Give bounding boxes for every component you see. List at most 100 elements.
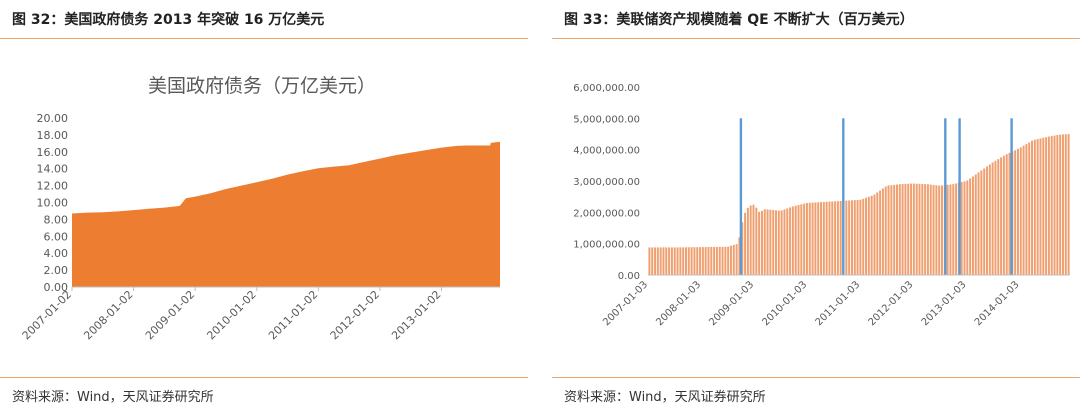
asset-bar bbox=[693, 247, 696, 275]
asset-bar bbox=[1005, 154, 1008, 275]
asset-bar bbox=[696, 247, 699, 275]
asset-bar bbox=[836, 201, 839, 275]
asset-bar bbox=[921, 183, 924, 275]
asset-bar bbox=[685, 247, 687, 275]
y-tick-label: 5,000,000.00 bbox=[573, 114, 640, 125]
asset-bar bbox=[867, 196, 870, 275]
asset-bar bbox=[670, 247, 673, 275]
asset-bar bbox=[805, 203, 808, 275]
y-tick-label: 3,000,000.00 bbox=[573, 177, 640, 188]
asset-bar bbox=[865, 197, 868, 275]
asset-bar bbox=[994, 160, 997, 275]
asset-bar bbox=[873, 194, 876, 275]
asset-bar bbox=[713, 246, 716, 275]
asset-bar bbox=[665, 247, 668, 275]
asset-bar bbox=[915, 183, 918, 275]
asset-bar bbox=[1028, 142, 1031, 275]
qe-marker-bar bbox=[958, 118, 961, 275]
asset-bar bbox=[890, 185, 893, 275]
asset-bar bbox=[977, 172, 980, 275]
asset-bar bbox=[884, 186, 887, 275]
asset-bar bbox=[656, 247, 659, 275]
asset-bar bbox=[654, 247, 657, 275]
y-tick-label: 2.00 bbox=[44, 264, 69, 277]
y-tick-label: 16.00 bbox=[37, 146, 69, 159]
asset-bar bbox=[822, 201, 825, 275]
asset-bar bbox=[651, 247, 654, 275]
asset-bar bbox=[811, 202, 814, 275]
asset-bar bbox=[730, 245, 732, 275]
asset-bar bbox=[682, 247, 685, 275]
asset-bar bbox=[870, 195, 873, 275]
asset-bar bbox=[690, 247, 693, 275]
asset-bar bbox=[862, 198, 865, 275]
asset-bar bbox=[938, 185, 941, 275]
x-tick-label: 2011-01-03 bbox=[814, 279, 863, 328]
asset-bar bbox=[924, 184, 927, 275]
y-tick-label: 8.00 bbox=[44, 213, 69, 226]
y-tick-label: 6.00 bbox=[44, 230, 69, 243]
title-divider bbox=[552, 38, 1080, 39]
asset-bar bbox=[963, 181, 966, 275]
debt-area-chart: 美国政府债务（万亿美元） 0.00 2.00 4.00 6.00 8.00 10.00 12… bbox=[20, 75, 500, 342]
asset-bar bbox=[701, 247, 704, 275]
asset-bar bbox=[1050, 136, 1053, 275]
asset-bar bbox=[1064, 134, 1067, 275]
asset-bar bbox=[910, 183, 913, 275]
asset-bar bbox=[1067, 134, 1070, 275]
asset-bar bbox=[1025, 144, 1028, 275]
x-tick-label: 2013-01-02 bbox=[389, 288, 443, 342]
asset-bar bbox=[1059, 134, 1062, 275]
asset-bar bbox=[1008, 152, 1011, 275]
asset-bar bbox=[1042, 137, 1045, 275]
asset-bar bbox=[710, 246, 713, 275]
x-tick-label: 2009-01-02 bbox=[143, 288, 197, 342]
asset-bar bbox=[845, 200, 848, 275]
asset-bar bbox=[1036, 139, 1039, 275]
asset-bar bbox=[758, 211, 761, 275]
y-tick-label: 1,000,000.00 bbox=[573, 240, 640, 251]
asset-bar bbox=[808, 202, 811, 275]
asset-bar bbox=[850, 200, 853, 275]
asset-bar bbox=[727, 246, 730, 275]
x-tick-label: 2010-01-02 bbox=[204, 288, 258, 342]
qe-marker-bar bbox=[739, 118, 743, 275]
asset-bar bbox=[749, 205, 752, 275]
asset-bar bbox=[971, 176, 974, 275]
x-tick-label: 2007-01-02 bbox=[20, 288, 74, 342]
asset-bar bbox=[988, 164, 991, 275]
asset-bar bbox=[907, 183, 910, 275]
asset-bar bbox=[834, 201, 837, 275]
asset-bar bbox=[929, 184, 932, 275]
asset-bar bbox=[741, 222, 744, 275]
y-tick-label: 4.00 bbox=[44, 247, 69, 260]
asset-bar bbox=[817, 202, 820, 275]
figure-32-panel: 图 32：美国政府债务 2013 年突破 16 万亿美元 美国政府债务（万亿美元… bbox=[0, 0, 528, 415]
asset-bar bbox=[949, 184, 952, 275]
asset-bar bbox=[828, 201, 831, 275]
title-divider bbox=[0, 38, 528, 39]
x-tick-label: 2007-01-03 bbox=[601, 279, 650, 328]
asset-bar bbox=[704, 247, 707, 275]
asset-bar bbox=[966, 180, 969, 275]
asset-bar bbox=[1033, 139, 1036, 275]
asset-bar bbox=[1039, 138, 1042, 275]
asset-bar bbox=[724, 246, 727, 275]
y-tick-label: 12.00 bbox=[37, 180, 69, 193]
asset-bar bbox=[673, 247, 676, 275]
asset-bar bbox=[983, 168, 986, 275]
y-tick-label: 2,000,000.00 bbox=[573, 208, 640, 219]
y-tick-label: 4,000,000.00 bbox=[573, 146, 640, 157]
source-divider bbox=[552, 377, 1080, 378]
source-divider bbox=[0, 377, 528, 378]
y-tick-label: 0.00 bbox=[44, 281, 69, 294]
figure-33-panel: 图 33：美联储资产规模随着 QE 不断扩大（百万美元） 0.00 1,000,0… bbox=[552, 0, 1080, 415]
asset-bar bbox=[783, 209, 786, 275]
x-tick-label: 2012-01-03 bbox=[867, 279, 916, 328]
asset-bar bbox=[777, 210, 780, 275]
asset-bar bbox=[794, 205, 797, 275]
asset-bar bbox=[679, 247, 682, 275]
asset-bar bbox=[1047, 136, 1050, 275]
asset-bar bbox=[752, 204, 755, 275]
asset-bar bbox=[893, 184, 896, 275]
